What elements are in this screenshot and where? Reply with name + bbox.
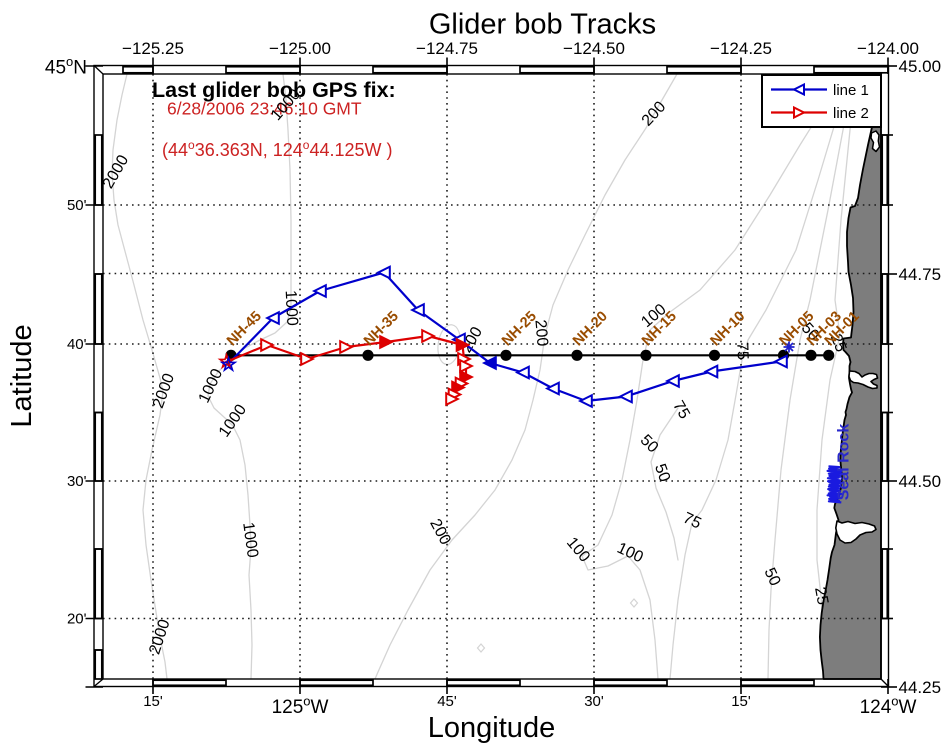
svg-text:125oW: 125oW (272, 694, 329, 719)
svg-text:Latitude: Latitude (6, 324, 38, 427)
svg-text:45': 45' (437, 693, 457, 710)
svg-text:25: 25 (827, 332, 849, 355)
svg-text:75: 75 (680, 510, 703, 533)
svg-text:15': 15' (143, 693, 163, 710)
svg-text:40': 40' (67, 336, 87, 353)
svg-text:Glider bob Tracks: Glider bob Tracks (429, 9, 656, 41)
svg-text:124oW: 124oW (860, 694, 917, 719)
svg-text:20': 20' (67, 611, 87, 628)
svg-text:Seal Rock: Seal Rock (836, 424, 853, 501)
svg-text:15': 15' (731, 693, 751, 710)
svg-text:1000: 1000 (239, 521, 261, 559)
svg-text:−124.75: −124.75 (416, 39, 478, 58)
svg-text:44.75: 44.75 (899, 265, 942, 284)
svg-text:−125.25: −125.25 (122, 39, 184, 58)
svg-text:−124.25: −124.25 (710, 39, 772, 58)
svg-text:50: 50 (761, 565, 784, 588)
svg-text:25: 25 (811, 586, 831, 607)
svg-text:line 2: line 2 (833, 105, 869, 122)
svg-text:44.50: 44.50 (899, 472, 942, 491)
svg-text:−124.00: −124.00 (857, 39, 919, 58)
svg-text:50': 50' (67, 197, 87, 214)
svg-text:line 1: line 1 (833, 82, 869, 99)
svg-text:30': 30' (584, 693, 604, 710)
svg-text:Longitude: Longitude (428, 712, 555, 744)
svg-text:44.25: 44.25 (899, 678, 942, 697)
svg-text:30': 30' (67, 473, 87, 490)
svg-text:(44o36.363N, 124o44.125W ): (44o36.363N, 124o44.125W ) (162, 138, 393, 160)
svg-text:6/28/2006 23:46:10 GMT: 6/28/2006 23:46:10 GMT (167, 99, 362, 119)
svg-text:−125.00: −125.00 (269, 39, 331, 58)
svg-text:45.00: 45.00 (899, 57, 942, 76)
svg-text:200: 200 (531, 319, 550, 347)
svg-text:50: 50 (651, 462, 673, 485)
svg-text:45oN: 45oN (45, 54, 87, 79)
svg-text:−124.50: −124.50 (563, 39, 625, 58)
svg-text:75: 75 (669, 398, 693, 422)
svg-text:75: 75 (733, 342, 751, 360)
svg-text:Last glider bob GPS fix:: Last glider bob GPS fix: (152, 78, 396, 102)
